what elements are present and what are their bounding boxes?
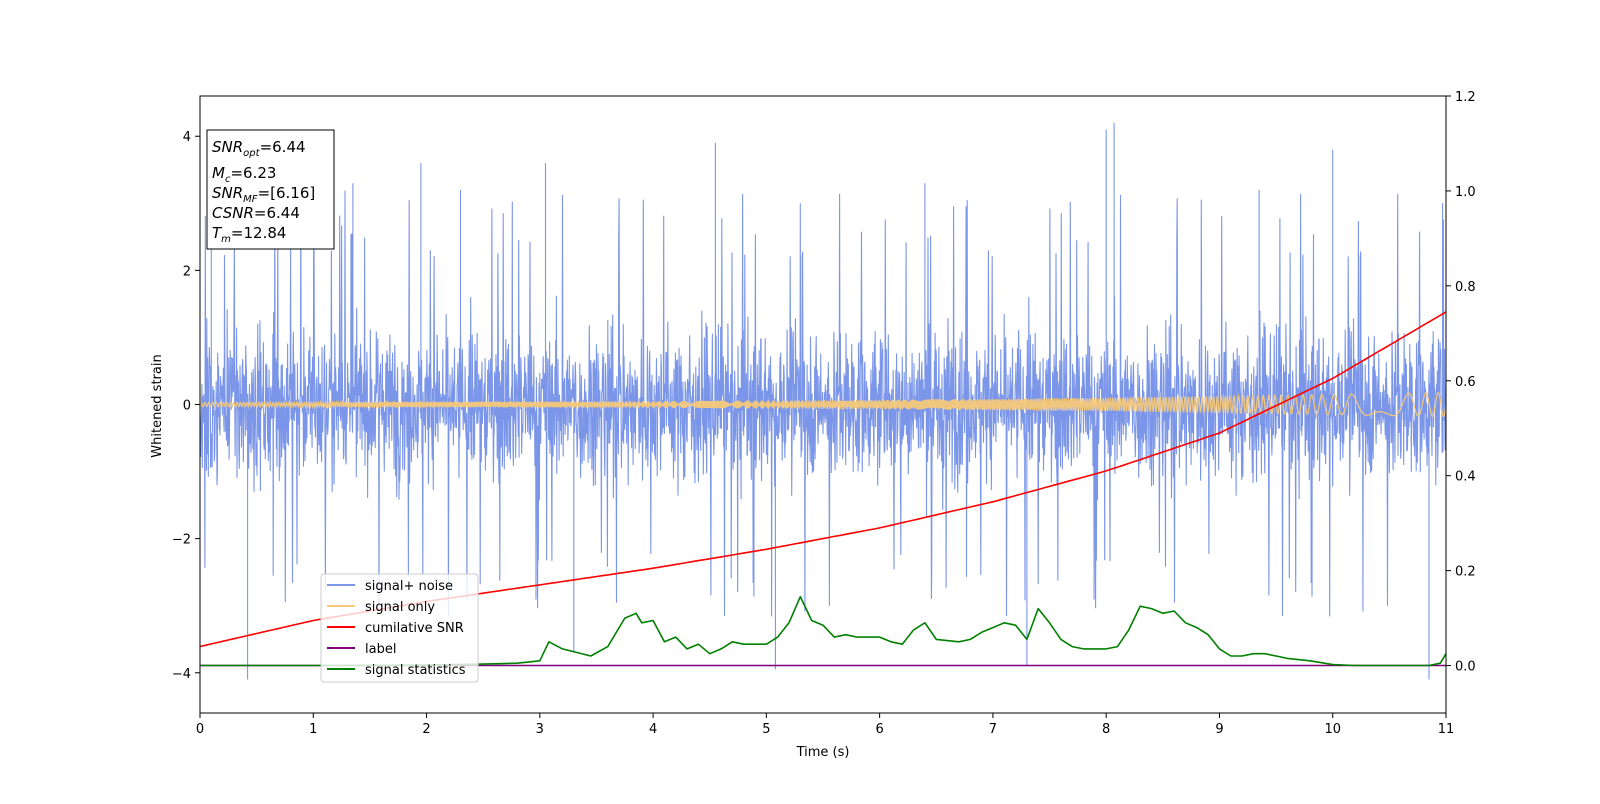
legend-label-label: label — [365, 642, 396, 657]
y-tick-label: 4 — [183, 130, 191, 145]
info-box-frame — [206, 129, 335, 250]
y2-tick-label: 0.0 — [1455, 660, 1476, 675]
y-tick-label: 0 — [183, 399, 191, 414]
axis-ticks: 0 1 2 3 4 5 6 7 8 9 10 11 −4 −2 0 2 4 0.0 0.2 0.4 0.6 0.8 1.0 1… — [172, 90, 1476, 737]
plot-area — [200, 122, 1446, 680]
y2-tick-label: 0.2 — [1455, 565, 1476, 580]
series-signal-noise — [200, 122, 1446, 680]
y-axis-label: Whitened strain — [150, 354, 165, 457]
legend-label-signal-noise: signal+ noise — [365, 579, 453, 594]
series-signal-only — [200, 391, 1446, 418]
y2-tick-label: 1.0 — [1455, 185, 1476, 200]
x-tick-label: 6 — [875, 722, 883, 737]
x-tick-label: 5 — [762, 722, 770, 737]
x-tick-label: 1 — [309, 722, 317, 737]
y2-tick-label: 0.6 — [1455, 375, 1476, 390]
x-tick-label: 10 — [1324, 722, 1341, 737]
series-signal-statistics — [200, 595, 1446, 667]
info-box: SNRopt=6.44 Mc=6.23 SNRMF=[6.16] CSNR=6.… — [206, 129, 335, 250]
y-tick-label: 2 — [183, 264, 191, 279]
y2-tick-label: 1.2 — [1455, 90, 1476, 105]
legend-label-signal-statistics: signal statistics — [365, 663, 466, 678]
y2-tick-label: 0.4 — [1455, 470, 1476, 485]
legend: signal+ noise signal only cumilative SNR… — [320, 573, 479, 683]
info-snr-mf: SNRMF=[6.16] — [212, 184, 315, 205]
x-tick-label: 3 — [536, 722, 544, 737]
x-tick-label: 11 — [1438, 722, 1455, 737]
info-csnr: CSNR=6.44 — [212, 204, 300, 222]
y-tick-label: −2 — [172, 533, 191, 548]
y-tick-label: −4 — [172, 667, 191, 682]
x-tick-label: 4 — [649, 722, 657, 737]
info-tm: Tm=12.84 — [212, 224, 286, 245]
x-axis-label: Time (s) — [796, 745, 850, 760]
y2-tick-label: 0.8 — [1455, 280, 1476, 295]
legend-label-cumulative-snr: cumilative SNR — [365, 621, 464, 636]
x-tick-label: 8 — [1102, 722, 1110, 737]
info-mc: Mc=6.23 — [212, 164, 276, 185]
x-tick-label: 7 — [989, 722, 997, 737]
x-tick-label: 9 — [1215, 722, 1223, 737]
x-tick-label: 2 — [422, 722, 430, 737]
x-tick-label: 0 — [196, 722, 204, 737]
legend-label-signal-only: signal only — [365, 600, 435, 615]
info-snr-opt: SNRopt=6.44 — [212, 138, 306, 159]
legend-frame — [320, 573, 479, 683]
